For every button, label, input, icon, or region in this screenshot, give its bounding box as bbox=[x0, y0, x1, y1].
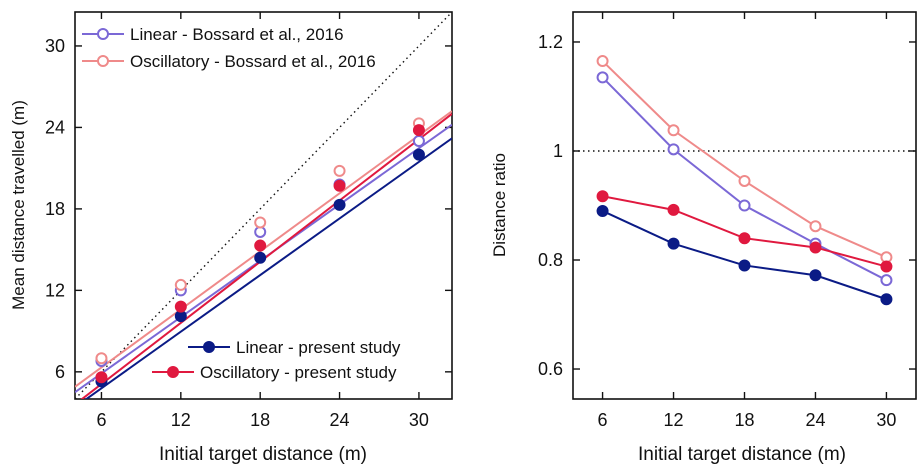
x-tick-label: 12 bbox=[664, 410, 684, 430]
data-point-linear-bossard-et-al-2016 bbox=[738, 199, 751, 212]
data-point-linear-present-study bbox=[880, 293, 893, 306]
y-tick-label: 30 bbox=[45, 36, 65, 56]
data-point-linear-present-study bbox=[254, 251, 267, 264]
plot-frame bbox=[74, 11, 453, 400]
distance-travelled-panel: 6 12 18 24 30 6 12 18 24 30 Initial target distan… bbox=[9, 11, 453, 465]
data-point-oscillatory-bossard-et-al-2016 bbox=[667, 124, 680, 137]
data-point-oscillatory-bossard-et-al-2016 bbox=[95, 352, 108, 365]
legend-marker bbox=[97, 28, 109, 40]
legend-top: Linear - Bossard et al., 2016 Oscillator… bbox=[82, 25, 376, 71]
data-point-oscillatory-bossard-et-al-2016 bbox=[596, 55, 609, 68]
y-tick-label: 12 bbox=[45, 280, 65, 300]
tick-marks bbox=[573, 12, 916, 399]
legend-item-oscillatory-bossard: Oscillatory - Bossard et al., 2016 bbox=[82, 52, 376, 71]
x-tick-label: 24 bbox=[330, 410, 350, 430]
legend-marker bbox=[167, 366, 179, 378]
data-point-oscillatory-present-study bbox=[667, 203, 680, 216]
data-point-oscillatory-present-study bbox=[880, 260, 893, 273]
data-point-oscillatory-present-study bbox=[809, 241, 822, 254]
data-point-linear-present-study bbox=[412, 148, 425, 161]
x-tick-label: 12 bbox=[171, 410, 191, 430]
tick-labels: 6 12 18 24 30 6 12 18 24 30 bbox=[45, 36, 429, 430]
legend-label: Linear - present study bbox=[236, 338, 401, 357]
data-point-oscillatory-bossard-et-al-2016 bbox=[174, 278, 187, 291]
data-point-oscillatory-present-study bbox=[174, 300, 187, 313]
legend-marker bbox=[97, 55, 109, 67]
y-tick-label: 18 bbox=[45, 199, 65, 219]
data-points bbox=[596, 55, 893, 306]
data-point-oscillatory-present-study bbox=[95, 371, 108, 384]
data-point-oscillatory-bossard-et-al-2016 bbox=[333, 164, 346, 177]
y-tick-label: 1.2 bbox=[538, 32, 563, 52]
data-point-linear-bossard-et-al-2016 bbox=[667, 143, 680, 156]
data-point-linear-present-study bbox=[333, 198, 346, 211]
legend-label: Oscillatory - present study bbox=[200, 363, 397, 382]
legend-label: Linear - Bossard et al., 2016 bbox=[130, 25, 344, 44]
data-point-linear-bossard-et-al-2016 bbox=[412, 135, 425, 147]
x-tick-label: 30 bbox=[409, 410, 429, 430]
y-tick-label: 0.6 bbox=[538, 359, 563, 379]
series-line-oscillatory-bossard-et-al-2016 bbox=[601, 60, 887, 259]
data-point-oscillatory-present-study bbox=[738, 232, 751, 245]
x-tick-label: 18 bbox=[250, 410, 270, 430]
y-tick-label: 0.8 bbox=[538, 250, 563, 270]
tick-marks bbox=[75, 12, 452, 399]
x-tick-label: 24 bbox=[805, 410, 825, 430]
fit-line-linear-present-study bbox=[84, 137, 452, 399]
x-axis-label: Initial target distance (m) bbox=[159, 444, 367, 465]
data-point-linear-present-study bbox=[667, 237, 680, 250]
tick-labels: 6 12 18 24 30 0.6 0.8 1 1.2 bbox=[538, 32, 896, 430]
y-tick-label: 6 bbox=[55, 362, 65, 382]
x-axis-label: Initial target distance (m) bbox=[638, 444, 846, 465]
y-axis-label: Mean distance travelled (m) bbox=[9, 100, 28, 310]
data-point-linear-present-study bbox=[738, 259, 751, 272]
y-axis-label: Distance ratio bbox=[490, 153, 509, 257]
legend-label: Oscillatory - Bossard et al., 2016 bbox=[130, 52, 376, 71]
data-point-oscillatory-present-study bbox=[412, 124, 425, 137]
legend-bottom: Linear - present study Oscillatory - pre… bbox=[152, 338, 401, 382]
data-point-linear-present-study bbox=[596, 204, 609, 217]
identity-line bbox=[75, 12, 452, 399]
data-point-linear-bossard-et-al-2016 bbox=[880, 274, 893, 287]
data-point-oscillatory-bossard-et-al-2016 bbox=[254, 216, 267, 229]
data-point-oscillatory-present-study bbox=[333, 179, 346, 192]
x-tick-label: 6 bbox=[598, 410, 608, 430]
x-tick-label: 6 bbox=[96, 410, 106, 430]
data-point-linear-present-study bbox=[809, 269, 822, 282]
data-point-oscillatory-present-study bbox=[596, 190, 609, 203]
legend-item-linear-bossard: Linear - Bossard et al., 2016 bbox=[82, 25, 344, 44]
data-point-linear-bossard-et-al-2016 bbox=[596, 71, 609, 84]
data-points bbox=[95, 117, 425, 388]
data-point-oscillatory-bossard-et-al-2016 bbox=[809, 220, 822, 233]
x-tick-label: 30 bbox=[876, 410, 896, 430]
legend-marker bbox=[203, 341, 215, 353]
y-tick-label: 24 bbox=[45, 117, 65, 137]
identity-line bbox=[75, 12, 452, 399]
y-tick-label: 1 bbox=[553, 141, 563, 161]
distance-ratio-panel: 6 12 18 24 30 0.6 0.8 1 1.2 Initial target dista… bbox=[490, 11, 917, 465]
data-point-oscillatory-bossard-et-al-2016 bbox=[738, 174, 751, 187]
data-point-linear-bossard-et-al-2016 bbox=[254, 225, 267, 238]
legend-item-linear-present: Linear - present study bbox=[188, 338, 401, 357]
x-tick-label: 18 bbox=[734, 410, 754, 430]
data-point-oscillatory-present-study bbox=[254, 239, 267, 252]
legend-item-oscillatory-present: Oscillatory - present study bbox=[152, 363, 397, 382]
